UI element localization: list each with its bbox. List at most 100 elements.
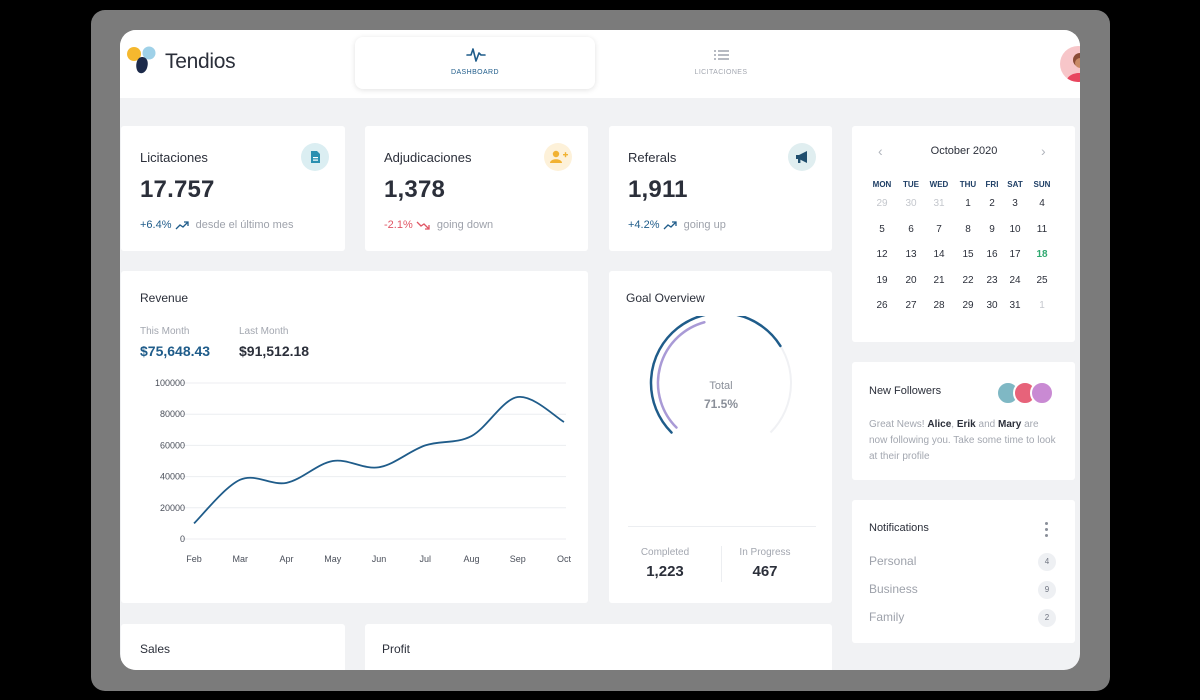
goal-gauge (649, 316, 792, 434)
calendar-day[interactable]: 30 (905, 198, 917, 209)
calendar-day[interactable]: 26 (876, 300, 888, 311)
stat-change: +4.2% going up (628, 219, 726, 231)
revenue-card: Revenue This Month $75,648.43 Last Month… (121, 271, 588, 603)
calendar-day[interactable]: 28 (933, 300, 945, 311)
weekday-label: FRI (985, 180, 999, 189)
notification-item[interactable]: Family (869, 610, 905, 624)
y-tick-label: 0 (180, 534, 185, 544)
calendar-day[interactable]: 15 (962, 249, 974, 260)
calendar-day[interactable]: 11 (1036, 223, 1048, 235)
calendar-day[interactable]: 21 (933, 274, 945, 286)
calendar-day[interactable]: 29 (962, 300, 974, 311)
stat-value: 1,911 (628, 176, 688, 203)
goal-title: Goal Overview (626, 291, 705, 305)
stat-title: Referals (628, 150, 677, 165)
calendar-day[interactable]: 10 (1009, 223, 1021, 235)
calendar-day[interactable]: 31 (933, 198, 945, 209)
x-tick-label: Jun (372, 554, 387, 564)
stat-change-desc: desde el último mes (195, 219, 294, 231)
calendar-day[interactable]: 29 (876, 198, 888, 209)
last-month-value: $91,512.18 (239, 343, 310, 359)
profit-card: Profit (365, 624, 832, 670)
stat-change-pct: +4.2% (628, 219, 660, 231)
calendar-day[interactable]: 31 (1009, 300, 1021, 311)
follower-name[interactable]: Mary (997, 419, 1022, 430)
x-tick-label: May (324, 554, 342, 564)
user-avatar[interactable] (1060, 46, 1080, 82)
gauge-inner-arc (656, 320, 706, 429)
calendar-day[interactable]: 2 (989, 198, 995, 209)
calendar-day[interactable]: 17 (1009, 249, 1021, 260)
completed-label: Completed (640, 547, 690, 558)
follower-name[interactable]: Alice (927, 419, 952, 430)
calendar-day[interactable]: 13 (905, 249, 917, 260)
calendar-day[interactable]: 14 (933, 249, 945, 260)
goal-total-label: Total (709, 380, 733, 392)
calendar-day[interactable]: 1 (1039, 300, 1045, 311)
notification-count-badge: 2 (1038, 609, 1056, 627)
calendar-day[interactable]: 25 (1036, 274, 1048, 286)
prev-month-button[interactable]: ‹ (878, 143, 883, 159)
calendar-day[interactable]: 16 (986, 249, 998, 260)
calendar-day[interactable]: 19 (876, 274, 888, 286)
weekday-label: THU (959, 180, 977, 189)
calendar-day[interactable]: 9 (989, 223, 995, 235)
more-options-icon[interactable] (1045, 522, 1049, 540)
stat-value: 1,378 (384, 176, 446, 203)
followers-sep: and (975, 419, 998, 430)
notification-item[interactable]: Business (869, 582, 918, 596)
brand-name: Tendios (165, 50, 236, 73)
this-month-label: This Month (140, 326, 190, 337)
notifications-card: Notifications Personal 4 Business 9 Fami… (852, 500, 1075, 643)
calendar-day[interactable]: 23 (986, 274, 998, 286)
calendar-day[interactable]: 27 (905, 300, 917, 311)
stat-title: Adjudicaciones (384, 150, 472, 165)
x-tick-label: Apr (279, 554, 293, 564)
weekday-label: SUN (1033, 180, 1051, 189)
stat-value: 17.757 (140, 176, 215, 203)
calendar-day[interactable]: 20 (905, 274, 917, 286)
calendar-day[interactable]: 18 (1036, 249, 1048, 260)
x-tick-label: Sep (510, 554, 526, 564)
gauge-progress-arc (649, 316, 782, 434)
calendar-day[interactable]: 7 (936, 223, 942, 235)
last-month-label: Last Month (239, 326, 289, 337)
notification-item[interactable]: Personal (869, 554, 917, 568)
calendar-day[interactable]: 4 (1039, 198, 1045, 209)
calendar-day[interactable]: 24 (1009, 274, 1021, 286)
top-bar: Tendios DASHBOARD LICITACIONES (120, 30, 1080, 98)
calendar-day[interactable]: 12 (876, 249, 888, 260)
weekday-label: WED (929, 180, 949, 189)
calendar-day[interactable]: 8 (965, 223, 971, 235)
megaphone-icon (788, 143, 816, 171)
trend-up-icon (175, 220, 189, 230)
user-plus-icon (544, 143, 572, 171)
revenue-title: Revenue (140, 291, 189, 305)
divider (721, 546, 722, 582)
followers-sep: , (951, 419, 957, 430)
tab-dashboard[interactable]: DASHBOARD (355, 37, 595, 89)
stat-change-pct: +6.4% (140, 219, 172, 231)
calendar-day[interactable]: 1 (965, 198, 971, 209)
next-month-button[interactable]: › (1041, 143, 1046, 159)
activity-icon (466, 48, 486, 62)
calendar-day[interactable]: 5 (879, 223, 885, 235)
follower-name[interactable]: Erik (956, 419, 976, 430)
sales-title: Sales (140, 642, 171, 656)
calendar-day[interactable]: 6 (908, 223, 914, 235)
calendar-day[interactable]: 3 (1012, 198, 1018, 209)
stat-change: -2.1% going down (384, 219, 493, 231)
tab-licitaciones[interactable]: LICITACIONES (601, 37, 841, 89)
y-tick-label: 20000 (160, 503, 185, 513)
list-icon (714, 50, 729, 60)
trend-up-icon (663, 220, 677, 230)
follower-avatar[interactable] (1030, 381, 1054, 405)
calendar-day[interactable]: 30 (986, 300, 998, 311)
stat-card-adjudicaciones: Adjudicaciones 1,378 -2.1% going down (365, 126, 588, 251)
this-month-value: $75,648.43 (140, 343, 211, 359)
weekday-label: TUE (903, 180, 919, 189)
calendar-day[interactable]: 22 (962, 274, 974, 286)
stat-change-desc: going up (683, 219, 726, 231)
tab-dashboard-label: DASHBOARD (451, 69, 499, 76)
divider (628, 526, 816, 527)
